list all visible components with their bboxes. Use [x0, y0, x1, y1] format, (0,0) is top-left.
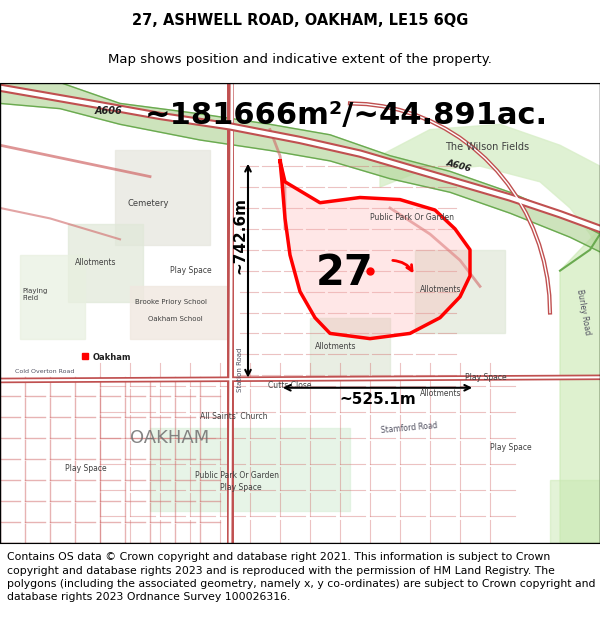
Bar: [115, 151, 210, 244]
Text: A606: A606: [445, 158, 472, 173]
Text: Station Road: Station Road: [237, 348, 243, 392]
Text: Allotments: Allotments: [315, 342, 356, 351]
Polygon shape: [0, 82, 600, 252]
Text: ~525.1m: ~525.1m: [340, 392, 416, 408]
Text: 27: 27: [316, 252, 374, 294]
Text: Cutts Close: Cutts Close: [268, 381, 311, 390]
Bar: [115, 151, 210, 244]
Text: Stamford Road: Stamford Road: [380, 421, 437, 435]
Bar: [150, 428, 350, 511]
Text: 27, ASHWELL ROAD, OAKHAM, LE15 6QG: 27, ASHWELL ROAD, OAKHAM, LE15 6QG: [132, 13, 468, 28]
Text: Oakham School: Oakham School: [148, 316, 203, 322]
Polygon shape: [380, 124, 600, 255]
Bar: [415, 250, 505, 333]
Polygon shape: [550, 480, 600, 542]
Text: Playing
Field: Playing Field: [22, 288, 47, 301]
Text: ~181666m²/~44.891ac.: ~181666m²/~44.891ac.: [145, 101, 548, 131]
Polygon shape: [560, 229, 600, 542]
Text: Allotments: Allotments: [420, 389, 461, 398]
Text: Play Space: Play Space: [220, 483, 262, 492]
Text: ~742.6m: ~742.6m: [233, 197, 248, 274]
Text: Public Park Or Garden: Public Park Or Garden: [370, 214, 454, 222]
Bar: [130, 286, 230, 339]
Text: Contains OS data © Crown copyright and database right 2021. This information is : Contains OS data © Crown copyright and d…: [7, 552, 596, 602]
Text: All Saints' Church: All Saints' Church: [200, 412, 268, 421]
Text: Cemetery: Cemetery: [128, 199, 170, 208]
Text: A606: A606: [95, 106, 123, 116]
Text: OAKHAM: OAKHAM: [130, 429, 209, 447]
Bar: [68, 224, 143, 302]
Text: Brooke Priory School: Brooke Priory School: [135, 299, 207, 305]
Text: Allotments: Allotments: [75, 259, 116, 268]
Text: Play Space: Play Space: [170, 266, 212, 275]
Text: Map shows position and indicative extent of the property.: Map shows position and indicative extent…: [108, 53, 492, 66]
Text: Burley Road: Burley Road: [575, 288, 592, 336]
Text: Allotments: Allotments: [420, 284, 461, 294]
Bar: [20, 255, 85, 339]
Polygon shape: [280, 161, 470, 339]
Text: The Wilson Fields: The Wilson Fields: [445, 142, 529, 152]
Bar: [310, 318, 390, 381]
Text: Public Park Or Garden: Public Park Or Garden: [195, 471, 279, 479]
Text: Oakham: Oakham: [93, 352, 131, 361]
Text: Play Space: Play Space: [490, 444, 532, 452]
Text: Play Space: Play Space: [65, 464, 107, 473]
Text: Play Space: Play Space: [465, 374, 506, 382]
Text: Cold Overton Road: Cold Overton Road: [15, 369, 74, 374]
